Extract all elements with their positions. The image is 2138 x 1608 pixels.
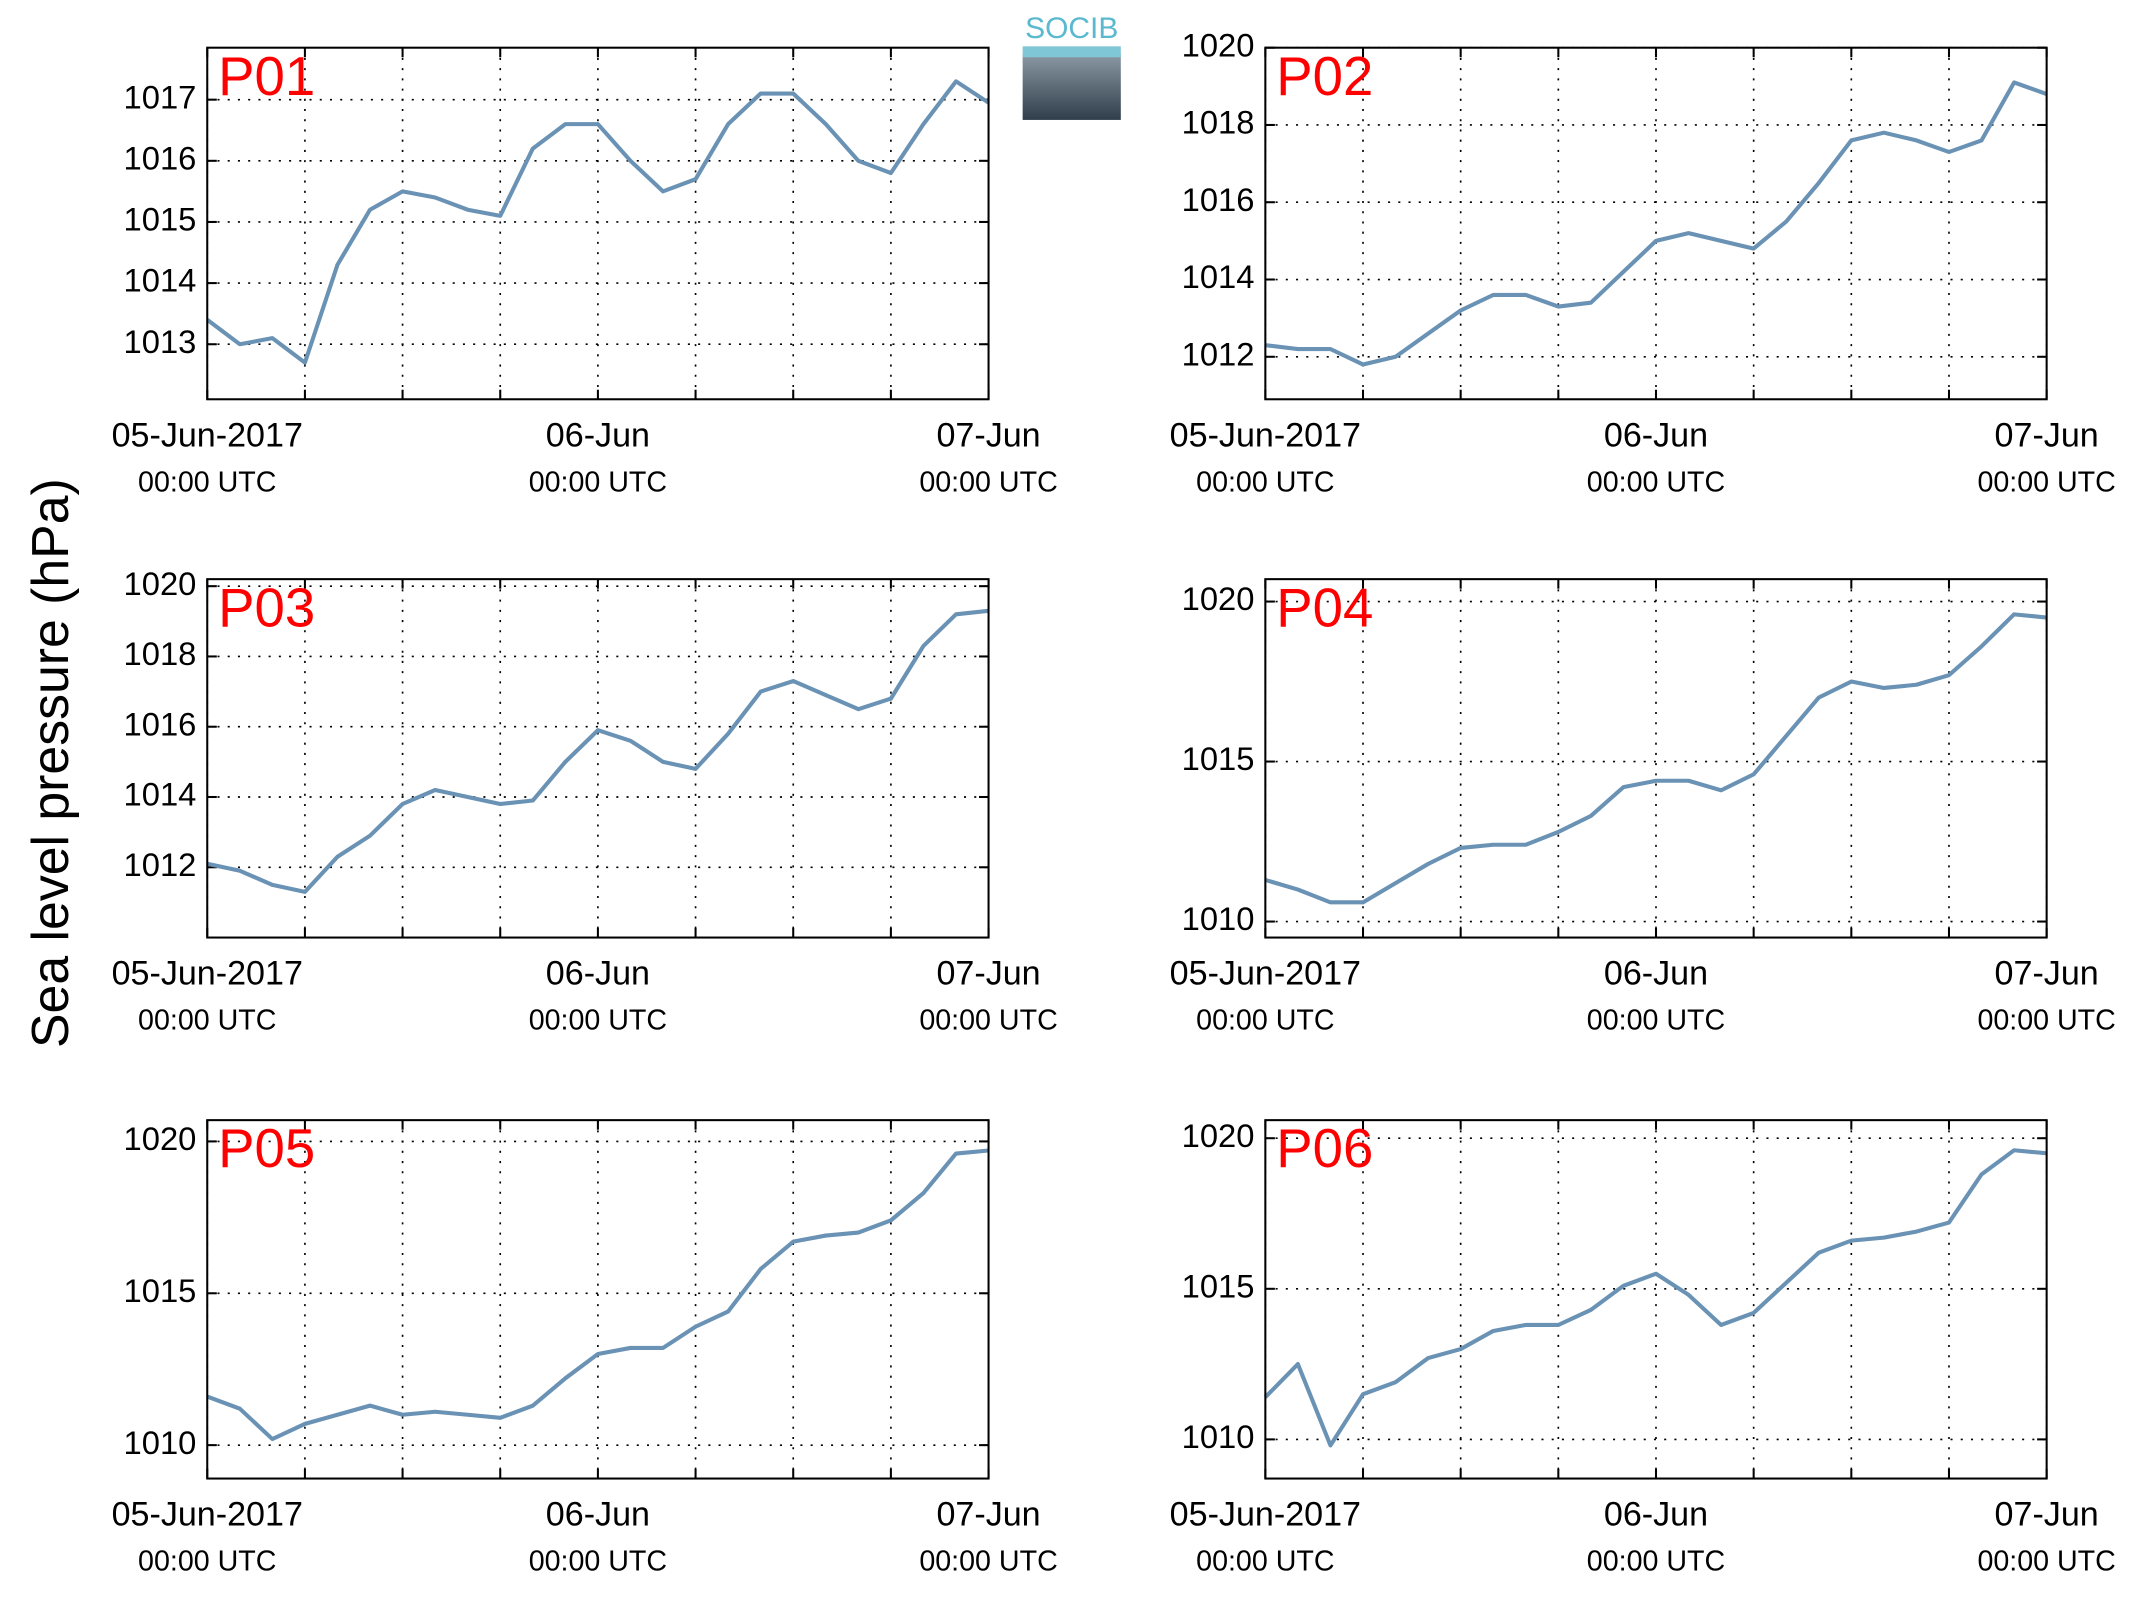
pressure-line bbox=[206, 608, 989, 894]
y-tick-label: 1012 bbox=[1182, 335, 1255, 372]
y-tick-label: 1015 bbox=[124, 201, 197, 238]
x-tick-label: 07-Jun bbox=[1995, 416, 2099, 454]
panel: 1013 1014 1015 1016 1017 05-Jun-2017 00:00 UTC… bbox=[112, 46, 1058, 499]
y-tick-label: 1017 bbox=[124, 78, 197, 115]
pressure-line bbox=[206, 1148, 989, 1442]
x-tick-label: 00:00 UTC bbox=[1587, 1005, 1725, 1037]
y-axis-label: Sea level pressure (hPa) bbox=[21, 478, 79, 1048]
x-tick-label: 00:00 UTC bbox=[1587, 466, 1725, 498]
y-tick-label: 1020 bbox=[124, 1120, 197, 1157]
y-tick-label: 1015 bbox=[124, 1272, 197, 1309]
pressure-line bbox=[206, 79, 990, 365]
logo-block bbox=[1022, 54, 1121, 120]
y-tick-label: 1016 bbox=[124, 139, 197, 176]
x-tick-label: 07-Jun bbox=[936, 416, 1040, 454]
y-tick-label: 1020 bbox=[124, 565, 197, 602]
pressure-line bbox=[1265, 80, 2048, 367]
x-tick-label: 06-Jun bbox=[1604, 955, 1708, 993]
y-tick-label: 1014 bbox=[124, 776, 197, 813]
x-tick-label: 05-Jun-2017 bbox=[1170, 1496, 1361, 1534]
y-tick-label: 1014 bbox=[1182, 258, 1255, 295]
x-tick-label: 00:00 UTC bbox=[1587, 1546, 1725, 1578]
x-tick-label: 06-Jun bbox=[546, 1496, 650, 1534]
x-tick-label: 06-Jun bbox=[546, 955, 650, 993]
panel-title: P06 bbox=[1276, 1118, 1373, 1179]
x-tick-label: 05-Jun-2017 bbox=[112, 955, 303, 993]
x-tick-label: 00:00 UTC bbox=[529, 1005, 667, 1037]
plot-frame bbox=[206, 1119, 990, 1480]
y-tick-label: 1014 bbox=[124, 262, 197, 299]
panel-title: P03 bbox=[218, 577, 315, 638]
plot-frame bbox=[1264, 1119, 2048, 1480]
y-tick-label: 1018 bbox=[124, 635, 197, 672]
y-tick-label: 1015 bbox=[1182, 740, 1255, 777]
x-tick-label: 00:00 UTC bbox=[529, 466, 667, 498]
y-tick-label: 1020 bbox=[1182, 580, 1255, 617]
x-tick-label: 00:00 UTC bbox=[138, 1546, 276, 1578]
y-tick-label: 1020 bbox=[1182, 1117, 1255, 1154]
x-tick-label: 07-Jun bbox=[1995, 955, 2099, 993]
x-tick-label: 00:00 UTC bbox=[1196, 1546, 1334, 1578]
plot-frame bbox=[206, 46, 990, 401]
y-tick-label: 1012 bbox=[124, 846, 197, 883]
panel: 1012 1014 1016 1018 1020 05-Jun-2017 00:00 UTC… bbox=[112, 565, 1058, 1037]
x-tick-label: 00:00 UTC bbox=[1977, 1005, 2115, 1037]
plot-frame bbox=[1264, 46, 2048, 401]
x-tick-label: 07-Jun bbox=[1995, 1496, 2099, 1534]
logo-text: SOCIB bbox=[1025, 12, 1118, 45]
panel-title: P01 bbox=[218, 46, 315, 107]
x-tick-label: 07-Jun bbox=[936, 1496, 1040, 1534]
x-tick-label: 00:00 UTC bbox=[919, 1546, 1057, 1578]
panel: 1010 1015 1020 05-Jun-2017 00:00 UTC 06-Jun 00… bbox=[112, 1118, 1058, 1577]
x-tick-label: 05-Jun-2017 bbox=[112, 1496, 303, 1534]
y-tick-label: 1010 bbox=[1182, 1418, 1255, 1455]
panel-title: P04 bbox=[1276, 577, 1373, 638]
y-tick-label: 1016 bbox=[1182, 181, 1255, 218]
x-tick-label: 05-Jun-2017 bbox=[1170, 416, 1361, 454]
x-tick-label: 00:00 UTC bbox=[919, 466, 1057, 498]
panel: 1012 1014 1016 1018 1020 05-Jun-2017 00:00 UTC… bbox=[1170, 26, 2116, 498]
y-tick-label: 1010 bbox=[124, 1424, 197, 1461]
x-tick-label: 00:00 UTC bbox=[138, 1005, 276, 1037]
x-tick-label: 05-Jun-2017 bbox=[1170, 955, 1361, 993]
panel-title: P05 bbox=[218, 1118, 315, 1179]
y-tick-label: 1016 bbox=[124, 705, 197, 742]
pressure-line bbox=[1263, 1148, 2047, 1448]
y-tick-label: 1020 bbox=[1182, 26, 1255, 63]
logo: SOCIB bbox=[1022, 12, 1121, 120]
x-tick-label: 00:00 UTC bbox=[1977, 466, 2115, 498]
y-tick-label: 1010 bbox=[1182, 900, 1255, 937]
x-tick-label: 00:00 UTC bbox=[529, 1546, 667, 1578]
x-tick-label: 00:00 UTC bbox=[1977, 1546, 2115, 1578]
panel: 1010 1015 1020 05-Jun-2017 00:00 UTC 06-Jun 00… bbox=[1170, 577, 2116, 1036]
x-tick-label: 00:00 UTC bbox=[919, 1005, 1057, 1037]
plot-frame bbox=[1264, 578, 2048, 939]
x-tick-label: 05-Jun-2017 bbox=[112, 416, 303, 454]
pressure-line bbox=[1264, 612, 2047, 905]
x-tick-label: 06-Jun bbox=[546, 416, 650, 454]
y-tick-label: 1013 bbox=[124, 323, 197, 360]
x-tick-label: 06-Jun bbox=[1604, 1496, 1708, 1534]
y-tick-label: 1018 bbox=[1182, 104, 1255, 141]
x-tick-label: 07-Jun bbox=[936, 955, 1040, 993]
panel: 1010 1015 1020 05-Jun-2017 00:00 UTC 06-Jun 00… bbox=[1170, 1117, 2116, 1578]
logo-wave bbox=[1022, 46, 1121, 58]
plot-frame bbox=[206, 578, 990, 939]
x-tick-label: 00:00 UTC bbox=[1196, 466, 1334, 498]
y-tick-label: 1015 bbox=[1182, 1267, 1255, 1304]
x-tick-label: 00:00 UTC bbox=[1196, 1005, 1334, 1037]
panel-title: P02 bbox=[1276, 46, 1373, 107]
x-tick-label: 00:00 UTC bbox=[138, 466, 276, 498]
x-tick-label: 06-Jun bbox=[1604, 416, 1708, 454]
